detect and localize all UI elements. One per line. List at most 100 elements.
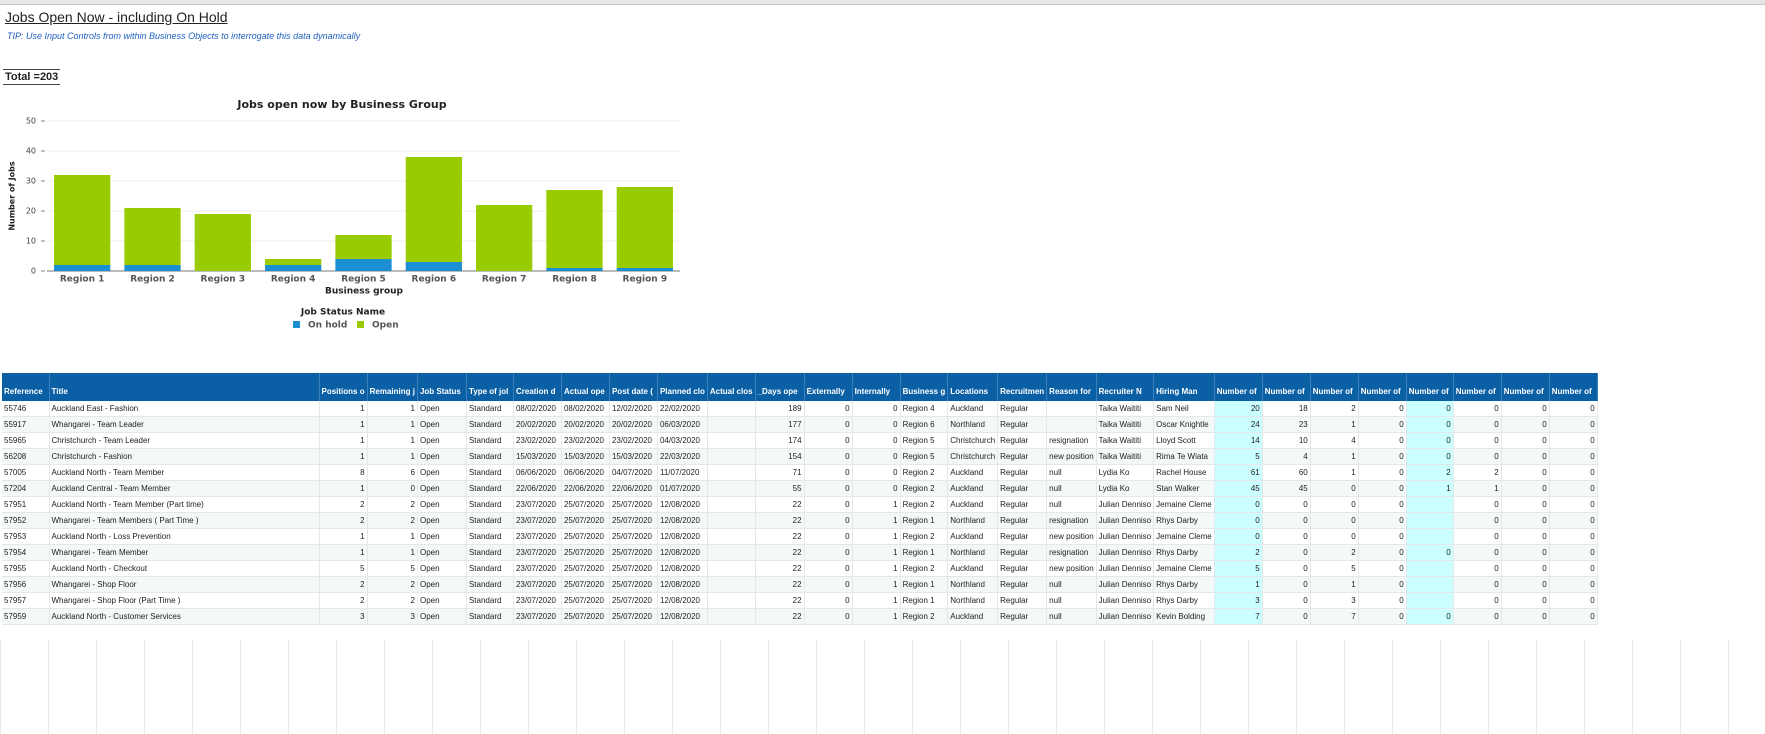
x-tick-label: Region 4	[271, 275, 316, 285]
table-cell: 0	[1453, 496, 1502, 513]
table-cell: 3	[367, 608, 418, 625]
table-cell: Julian Denniso	[1096, 528, 1155, 545]
table-cell: new position	[1046, 448, 1097, 465]
bar-segment	[265, 259, 322, 265]
table-cell	[707, 560, 756, 577]
column-header: Internally	[852, 373, 901, 401]
table-cell: 0	[1310, 480, 1359, 497]
table-cell: 25/07/2020	[561, 512, 610, 529]
data-table: Reference Title Positions o Remaining j Job …	[2, 373, 1598, 625]
table-cell: Jemaine Cleme	[1153, 560, 1215, 577]
table-cell	[707, 401, 756, 417]
table-cell: 55965	[2, 432, 50, 449]
table-cell: 1	[1310, 416, 1359, 433]
table-cell: 1	[1310, 464, 1359, 481]
table-cell: 0	[804, 432, 853, 449]
table-cell: 0	[1262, 560, 1311, 577]
table-cell: 174	[755, 432, 805, 449]
chart-title: Jobs open now by Business Group	[236, 98, 446, 111]
table-cell: 04/03/2020	[657, 432, 708, 449]
table-cell	[707, 544, 756, 561]
bar-segment	[54, 265, 111, 271]
table-cell: 0	[804, 544, 853, 561]
table-cell: 2	[367, 576, 418, 593]
column-header: Planned clo	[657, 373, 708, 401]
table-cell: Regular	[997, 560, 1048, 577]
table-cell: 6	[367, 464, 418, 481]
table-cell: Standard	[466, 512, 514, 529]
table-cell: 57204	[2, 480, 50, 497]
y-tick-label: 20	[26, 207, 36, 216]
table-cell: 22/03/2020	[657, 448, 708, 465]
table-cell: Open	[417, 480, 467, 497]
table-cell: 0	[852, 432, 901, 449]
table-cell: 57956	[2, 576, 50, 593]
table-cell: 1	[367, 448, 418, 465]
table-cell: Standard	[466, 560, 514, 577]
table-cell: Julian Denniso	[1096, 592, 1155, 609]
table-cell: 0	[1358, 432, 1407, 449]
total-label: Total =203	[3, 69, 61, 85]
table-row: 57956 Whangarei - Shop Floor 2 2 Open Standar…	[2, 576, 1598, 593]
table-cell: 1	[1406, 480, 1454, 497]
table-cell: 61	[1214, 464, 1263, 481]
table-cell	[1406, 592, 1454, 609]
table-cell: 15/03/2020	[513, 448, 562, 465]
table-row: 57005 Auckland North - Team Member 8 6 Open S…	[2, 464, 1598, 481]
table-row: 57204 Auckland Central - Team Member 1 0 Ope…	[2, 480, 1598, 497]
table-cell: 0	[1453, 608, 1502, 625]
column-header: Business g	[900, 373, 949, 401]
table-cell: Open	[417, 432, 467, 449]
table-cell: 22	[755, 592, 805, 609]
table-row: 57959 Auckland North - Customer Services 3…	[2, 608, 1598, 625]
table-cell	[707, 464, 756, 481]
table-cell: 06/06/2020	[513, 464, 562, 481]
column-header: Recruitmen	[997, 373, 1048, 401]
table-cell: Auckland Central - Team Member	[49, 480, 320, 497]
table-cell: 2	[1310, 544, 1359, 561]
table-cell: 0	[804, 560, 853, 577]
bar-segment	[616, 268, 673, 271]
table-cell: 14	[1214, 432, 1263, 449]
column-header: Hiring Man	[1153, 373, 1215, 401]
table-cell	[707, 416, 756, 433]
table-cell: 55	[755, 480, 805, 497]
table-cell: 0	[1501, 432, 1550, 449]
table-cell	[707, 432, 756, 449]
table-cell: Regular	[997, 512, 1048, 529]
table-cell: 0	[804, 576, 853, 593]
table-cell: 0	[1262, 576, 1311, 593]
table-cell: 0	[1406, 544, 1454, 561]
table-cell: 1	[1214, 576, 1263, 593]
column-header: _Days ope	[755, 373, 805, 401]
table-cell: 0	[1214, 512, 1263, 529]
table-cell: 0	[852, 464, 901, 481]
bar-segment	[405, 262, 462, 271]
y-tick-label: 0	[31, 267, 36, 276]
table-cell: 0	[1549, 608, 1598, 625]
table-cell: 8	[319, 464, 368, 481]
table-cell: 45	[1214, 480, 1263, 497]
table-cell: Auckland North - Loss Prevention	[49, 528, 320, 545]
table-cell: 0	[1262, 496, 1311, 513]
table-cell: Standard	[466, 432, 514, 449]
table-cell: Lydia Ko	[1096, 464, 1155, 481]
table-cell: Open	[417, 608, 467, 625]
table-cell: Region 2	[900, 528, 949, 545]
table-cell: 0	[1549, 464, 1598, 481]
table-cell: 0	[1310, 512, 1359, 529]
table-cell: 0	[1262, 544, 1311, 561]
table-cell: 0	[1358, 608, 1407, 625]
table-cell: 25/07/2020	[561, 592, 610, 609]
table-cell	[707, 448, 756, 465]
table-cell: 1	[319, 544, 368, 561]
table-cell: 57959	[2, 608, 50, 625]
table-cell: 22	[755, 496, 805, 513]
table-cell: Regular	[997, 448, 1048, 465]
table-cell: 2	[1310, 401, 1359, 417]
table-cell: Northland	[947, 576, 999, 593]
y-axis-label: Number of Jobs	[8, 161, 17, 231]
table-cell: Regular	[997, 544, 1048, 561]
report-title: Jobs Open Now - including On Hold	[5, 9, 228, 25]
table-cell: Open	[417, 416, 467, 433]
